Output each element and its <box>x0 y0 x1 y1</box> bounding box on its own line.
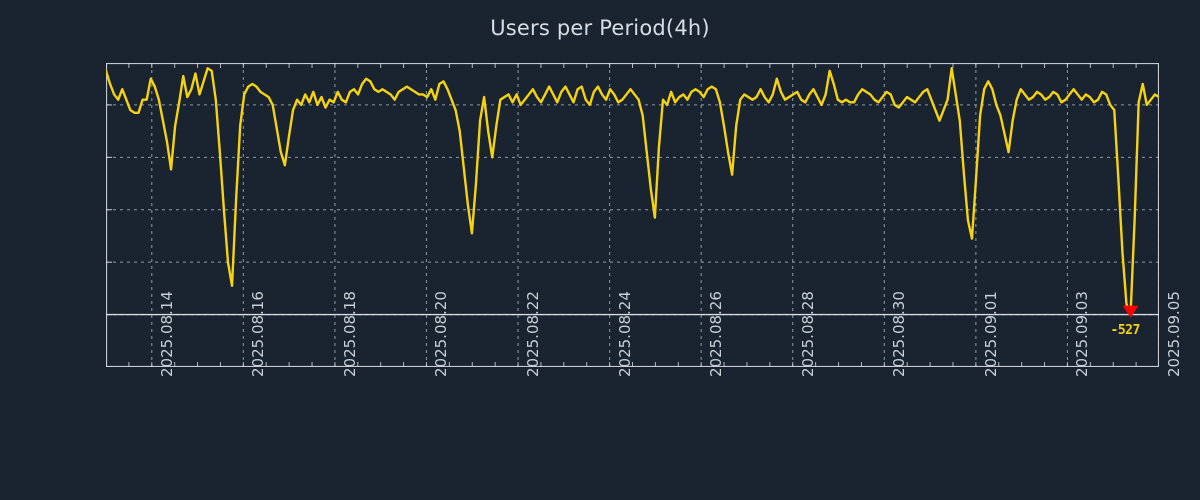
x-axis-tick-label: 2025.09.05 <box>1165 291 1183 377</box>
clipped-value-label: -527 <box>1110 322 1141 338</box>
plot-svg <box>106 63 1159 367</box>
page-title: Users per Period(4h) <box>490 16 710 40</box>
plot-area <box>106 63 1159 367</box>
